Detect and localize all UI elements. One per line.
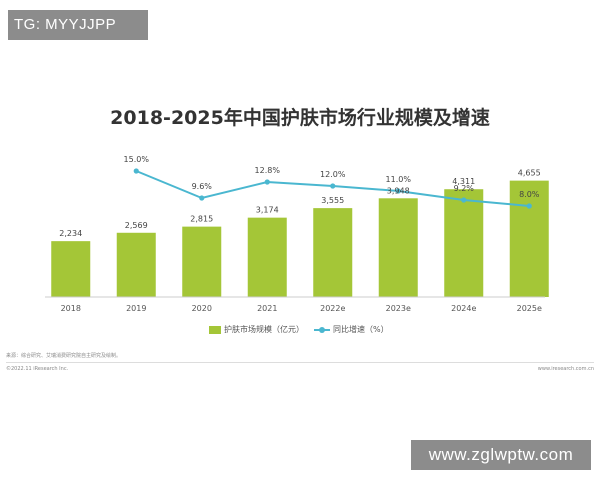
chart-title: 2018-2025年中国护肤市场行业规模及增速 — [110, 107, 490, 129]
legend-label-bar: 护肤市场规模（亿元） — [224, 325, 304, 334]
bar-2019 — [116, 232, 156, 297]
x-tick-2024e: 2024e — [451, 304, 476, 313]
bar-label-2024e: 4,311 — [452, 177, 475, 186]
site-url: www.iresearch.com.cn — [537, 366, 594, 372]
x-axis-labels: 2018 2019 2020 2021 2022e 2023e 2024e 2025e — [61, 304, 542, 313]
growth-point-2020 — [199, 195, 205, 201]
growth-point-2019 — [133, 168, 139, 174]
bar-2023e — [378, 198, 418, 297]
footer-divider — [6, 362, 594, 363]
bar-2024e — [444, 189, 484, 297]
growth-point-2021 — [264, 179, 270, 185]
bars-layer — [51, 180, 549, 297]
legend: 护肤市场规模（亿元） 同比增速（%） — [0, 322, 600, 338]
bar-2020 — [182, 226, 222, 297]
bar-label-2020: 2,815 — [190, 215, 213, 224]
growth-label-2021: 12.8% — [255, 166, 281, 175]
bar-label-2019: 2,569 — [125, 221, 148, 230]
chart-canvas: 2,234 2,569 2,815 3,174 3,555 3,948 4,311 4,655… — [45, 155, 549, 313]
bar-label-2023e: 3,948 — [387, 186, 410, 195]
bar-2018 — [51, 241, 91, 297]
x-tick-2020: 2020 — [192, 304, 212, 313]
x-tick-2021: 2021 — [257, 304, 277, 313]
growth-label-2019: 15.0% — [124, 155, 150, 164]
growth-label-2024e: 9.2% — [454, 184, 475, 193]
source-note: 来源：综合研究、艾瑞消费研究院自主研究及绘制。 — [6, 353, 122, 359]
growth-label-2023e: 11.0% — [386, 175, 412, 184]
watermark-bottom: www.zglwptw.com — [411, 440, 591, 470]
labels-layer: 2,234 2,569 2,815 3,174 3,555 3,948 4,311 4,655… — [59, 155, 540, 238]
legend-dot-line — [319, 327, 325, 333]
x-tick-2022e: 2022e — [320, 304, 345, 313]
x-tick-2019: 2019 — [126, 304, 146, 313]
bar-2021 — [247, 217, 287, 297]
x-tick-2023e: 2023e — [386, 304, 411, 313]
bar-label-2022e: 3,555 — [321, 196, 344, 205]
watermark-top: TG: MYYJJPP — [8, 10, 148, 40]
growth-label-2020: 9.6% — [192, 182, 213, 191]
growth-label-2025e: 8.0% — [519, 190, 540, 199]
growth-point-2024e — [461, 197, 467, 203]
growth-point-2022e — [330, 183, 336, 189]
bar-2025e — [509, 180, 549, 297]
growth-point-2025e — [526, 203, 532, 209]
bar-label-2025e: 4,655 — [518, 169, 541, 178]
line-layer — [133, 168, 532, 209]
x-tick-2025e: 2025e — [517, 304, 542, 313]
growth-point-2023e — [395, 188, 401, 194]
bar-2022e — [313, 208, 353, 297]
bar-label-2021: 3,174 — [256, 206, 279, 215]
growth-label-2022e: 12.0% — [320, 170, 346, 179]
legend-label-line: 同比增速（%） — [333, 325, 389, 334]
legend-swatch-bar — [209, 326, 221, 334]
x-tick-2018: 2018 — [61, 304, 81, 313]
copyright-text: ©2022.11 iResearch Inc. — [6, 366, 69, 372]
bar-label-2018: 2,234 — [59, 229, 82, 238]
